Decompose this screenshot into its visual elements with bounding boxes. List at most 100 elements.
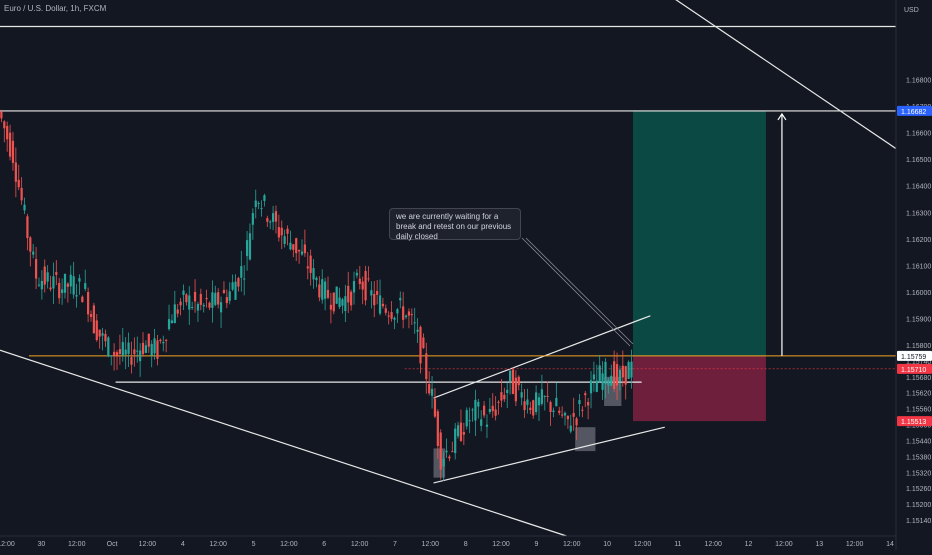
x-tick-label: 12:00 (68, 541, 86, 548)
x-tick-label: 6 (322, 541, 326, 548)
candle-body (133, 349, 136, 355)
candle-body (185, 294, 188, 303)
price-badge-label: 1.16682 (901, 109, 926, 116)
candle-body (615, 364, 619, 386)
candle-body (448, 456, 451, 459)
x-tick-label: 12:00 (492, 541, 510, 548)
price-badge-label: 1.15513 (901, 419, 926, 426)
candle-body (407, 311, 411, 316)
candle-body (572, 412, 575, 417)
candle-body (251, 213, 254, 225)
candle-body (456, 425, 460, 437)
callout-line (521, 237, 631, 347)
candle-body (376, 290, 379, 295)
candle-body (607, 380, 610, 386)
candle-body (113, 351, 116, 357)
y-tick-label: 1.16000 (906, 290, 931, 297)
y-tick-label: 1.15200 (906, 502, 931, 509)
candle-body (335, 286, 338, 304)
x-tick-label: 12:00 (422, 541, 440, 548)
candle-body (526, 399, 529, 405)
x-tick-label: 13 (815, 541, 823, 548)
candle-body (630, 361, 633, 378)
y-tick-label: 1.15140 (906, 518, 931, 525)
candle-body (162, 342, 165, 344)
candle-body (243, 278, 246, 280)
candle-body (298, 249, 301, 252)
highlight-box (604, 376, 622, 406)
candle-body (439, 432, 442, 470)
y-tick-label: 1.15260 (906, 486, 931, 493)
x-tick-label: 12:00 (280, 541, 298, 548)
candle-body (153, 338, 156, 354)
candle-body (295, 238, 298, 254)
candle-body (430, 388, 434, 396)
candle-body (277, 227, 280, 238)
candle-body (26, 216, 29, 239)
x-tick-label: 14 (886, 541, 894, 548)
x-tick-label: 11 (674, 541, 681, 548)
y-tick-label: 1.15440 (906, 438, 931, 445)
x-tick-label: 5 (252, 541, 256, 548)
arrow-head (777, 112, 787, 121)
y-tick-label: 1.15560 (906, 407, 931, 414)
candle-body (604, 361, 607, 384)
x-tick-label: 12:00 (139, 541, 157, 548)
candle-body (367, 278, 370, 280)
candle-body (494, 409, 497, 416)
candle-body (118, 349, 122, 355)
candle-body (540, 389, 543, 404)
candle-body (217, 292, 220, 305)
candle-body (627, 362, 630, 379)
candle-body (433, 398, 437, 417)
candle-body (465, 410, 468, 427)
candle-body (419, 326, 422, 364)
candle-body (240, 266, 243, 278)
x-tick-label: 8 (464, 541, 468, 548)
candle-body (500, 392, 503, 401)
candle-body (321, 279, 324, 300)
candle-body (95, 320, 98, 341)
candle-body (237, 278, 240, 287)
y-tick-label: 1.16200 (906, 237, 931, 244)
candle-body (260, 208, 263, 210)
candle-body (115, 352, 119, 356)
candle-body (11, 140, 15, 163)
candle-body (341, 299, 344, 306)
x-tick-label: 12:00 (634, 541, 652, 548)
x-tick-label: 10 (603, 541, 611, 548)
candle-body (222, 289, 226, 294)
candle-body (517, 376, 520, 386)
descending-bottom-line (0, 349, 567, 537)
candle-body (225, 297, 228, 304)
candle-body (613, 361, 616, 389)
candle-body (355, 272, 359, 276)
annotation-note[interactable]: we are currently waiting for a break and… (389, 208, 521, 241)
candle-body (598, 365, 601, 382)
candle-body (266, 218, 269, 222)
y-tick-label: 1.15680 (906, 375, 931, 382)
candle-body (52, 276, 55, 289)
candle-body (595, 380, 598, 392)
chart-title: Euro / U.S. Dollar, 1h, FXCM (4, 4, 107, 13)
x-tick-label: 30 (37, 541, 45, 548)
candle-body (381, 303, 385, 307)
x-tick-label: 9 (534, 541, 538, 548)
candle-body (170, 320, 174, 324)
candle-body (289, 242, 292, 250)
candle-body (436, 411, 439, 446)
candle-body (511, 369, 515, 394)
candle-body (124, 349, 127, 355)
candle-body (378, 295, 382, 314)
candle-body (546, 395, 549, 397)
candle-body (286, 228, 289, 234)
candle-body (245, 240, 249, 257)
candle-body (6, 126, 9, 140)
y-tick-label: 1.15380 (906, 454, 931, 461)
candle-body (205, 298, 208, 300)
candle-body (387, 315, 390, 317)
candle-body (558, 410, 561, 413)
candle-body (468, 420, 471, 422)
